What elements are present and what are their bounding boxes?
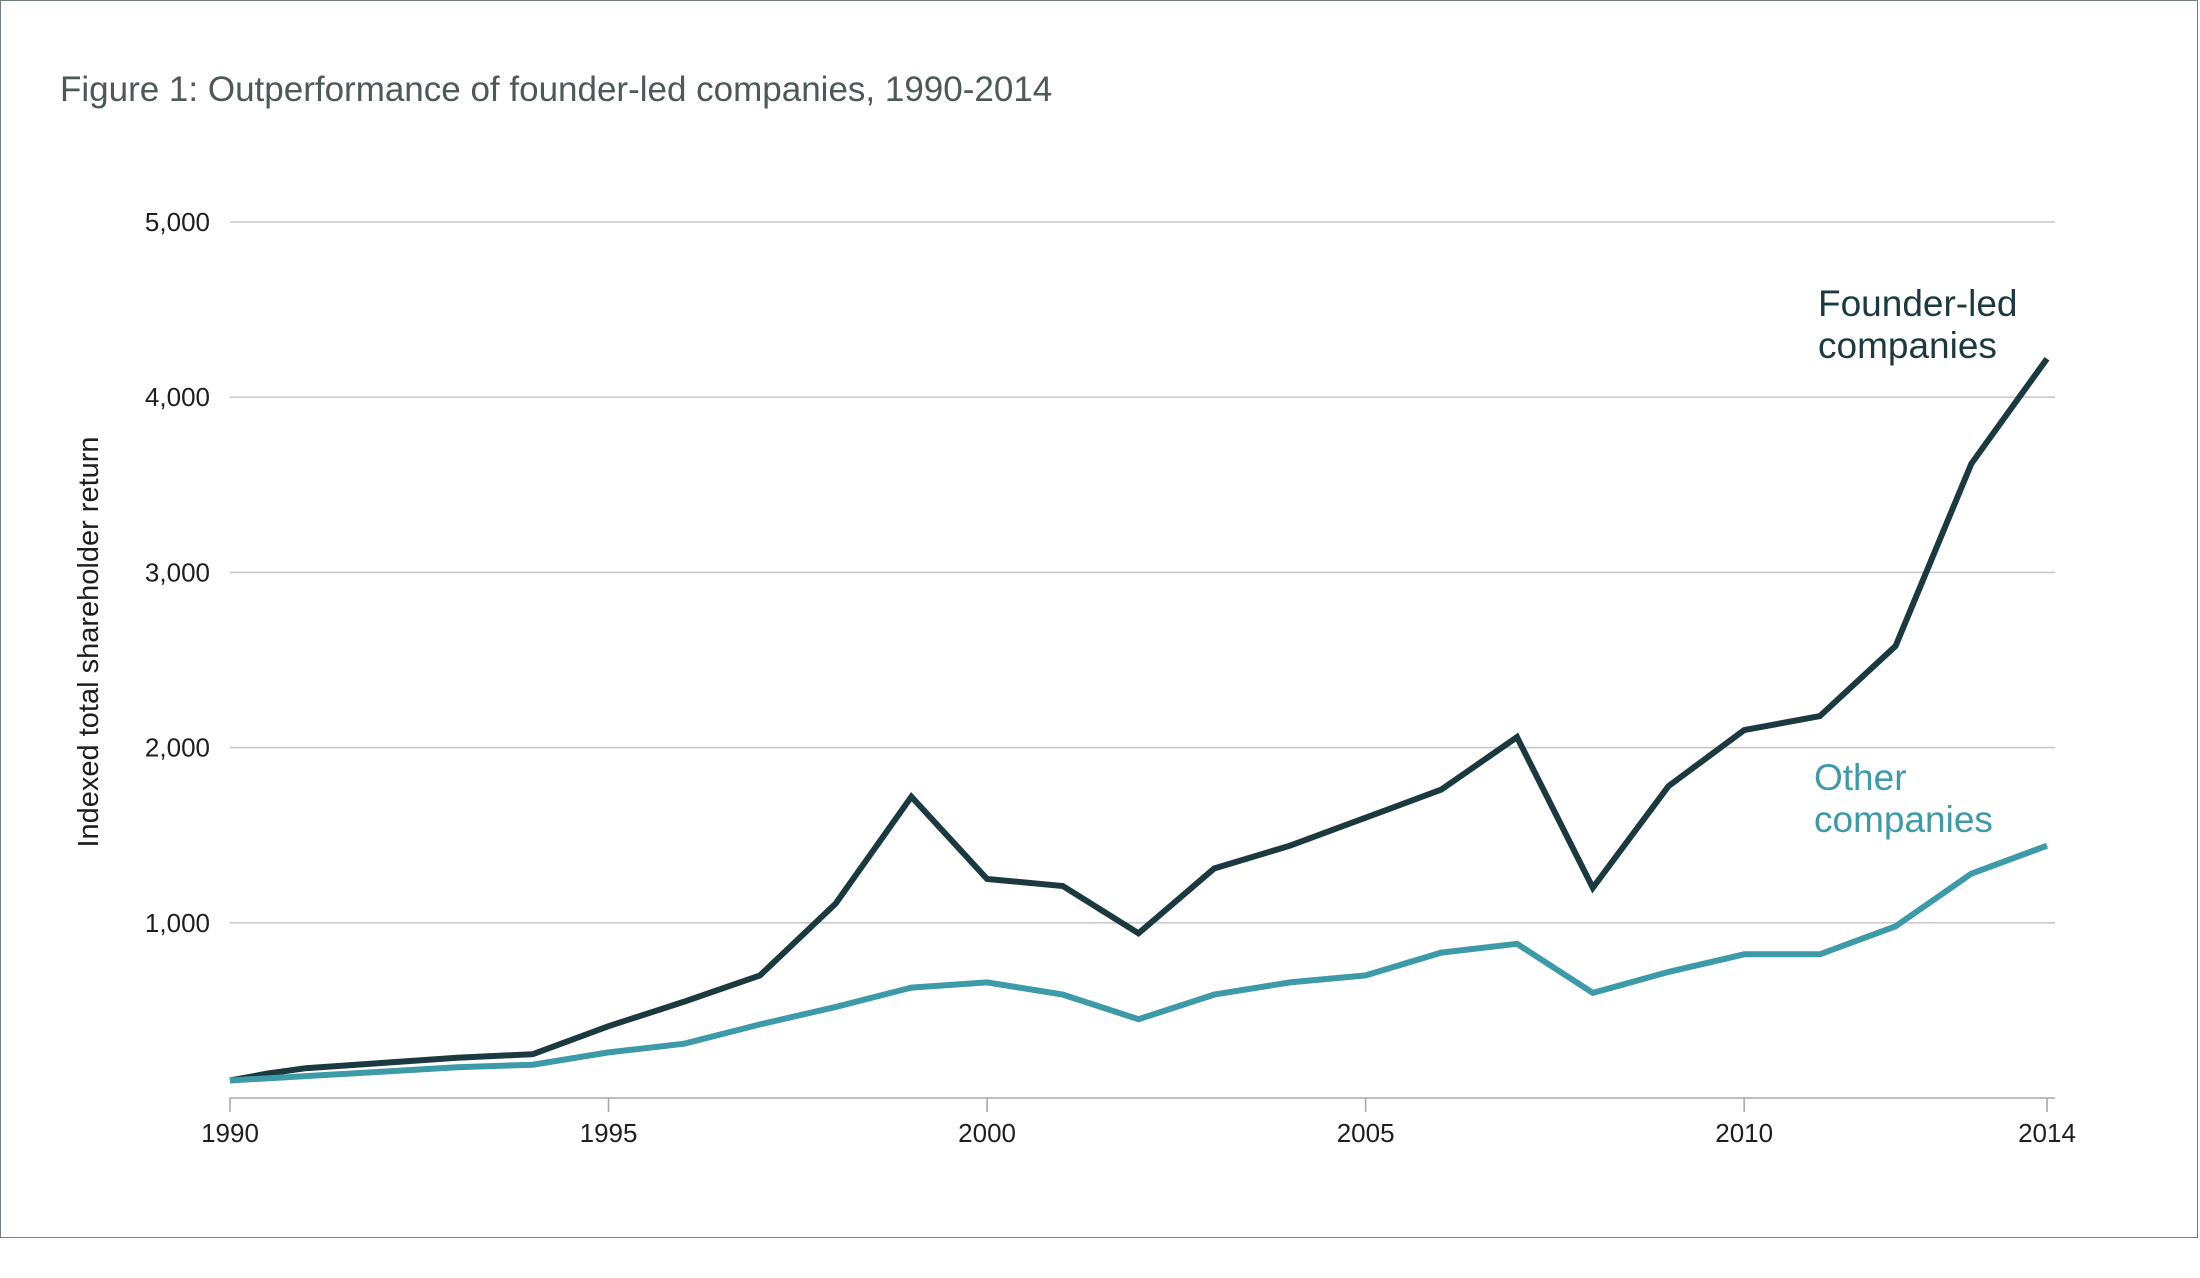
x-tick-label: 2010 [1715,1118,1773,1148]
series-lines [229,356,2050,1084]
y-axis: 1,000 2,000 3,000 4,000 5,000 [145,207,210,938]
series-label-line: companies [1814,799,1993,840]
y-tick-label: 5,000 [145,207,210,237]
y-tick-label: 3,000 [145,557,210,587]
y-axis-label: Indexed total shareholder return [73,436,105,847]
founder-led-series-label: Founder-led companies [1818,283,2018,366]
x-tick-label: 1990 [201,1118,259,1148]
chart-title: Figure 1: Outperformance of founder-led … [60,70,1053,109]
x-tick-label: 2005 [1337,1118,1395,1148]
figure-frame [0,0,2198,1238]
series-label-line: Founder-led [1818,283,2018,324]
other-companies-series-line [229,842,2049,1084]
y-tick-label: 2,000 [145,733,210,763]
gridlines [230,221,2055,924]
other-companies-series-label: Other companies [1814,757,1993,840]
founder-led-series-line [229,356,2050,1084]
x-axis: 1990 1995 2000 2005 2010 2014 [201,1097,2076,1148]
series-label-line: Other [1814,757,1907,798]
y-tick-label: 4,000 [145,382,210,412]
x-tick-label: 2000 [958,1118,1016,1148]
y-tick-label: 1,000 [145,908,210,938]
x-tick-label: 2014 [2018,1118,2076,1148]
x-tick-label: 1995 [580,1118,638,1148]
series-label-line: companies [1818,325,1997,366]
